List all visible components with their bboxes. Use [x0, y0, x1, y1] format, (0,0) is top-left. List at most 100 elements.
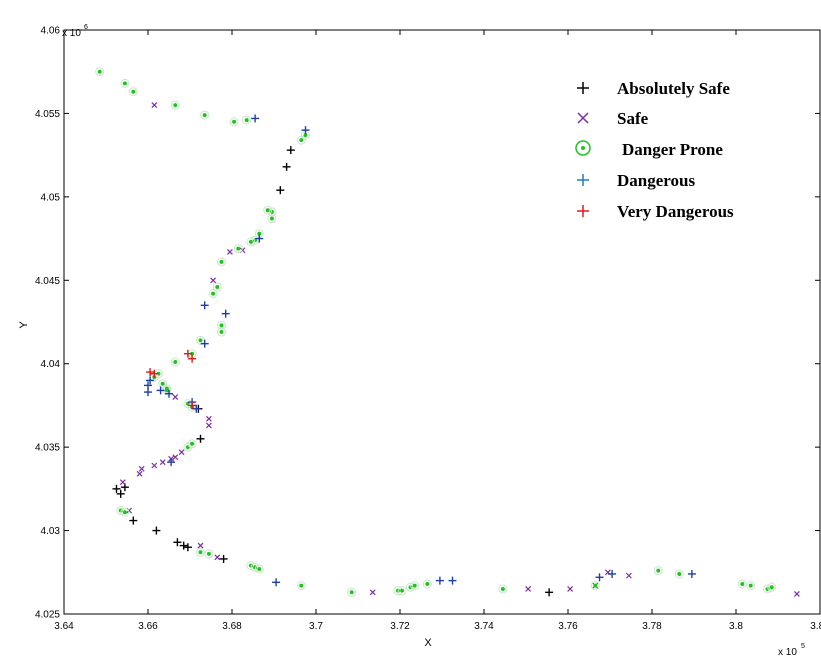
data-point-very-dangerous	[150, 369, 159, 378]
data-point-safe	[172, 394, 179, 401]
y-tick-label: 4.03	[41, 526, 61, 537]
data-point-absolutely-safe	[276, 186, 285, 195]
data-point-safe	[159, 459, 166, 466]
legend-marker-absolutely-safe	[577, 82, 589, 94]
data-point-safe	[205, 415, 212, 422]
x-tick-label: 3.68	[222, 621, 242, 632]
series-absolutely-safe	[112, 146, 554, 597]
data-point-absolutely-safe	[196, 434, 205, 443]
y-tick-label: 4.05	[41, 192, 61, 203]
data-point-danger-prone	[200, 110, 210, 120]
data-point-danger-prone	[737, 579, 747, 589]
data-point-dangerous	[144, 381, 152, 390]
data-point-danger-prone	[229, 117, 239, 127]
x-tick-7: 3.78	[642, 30, 662, 632]
data-point-safe	[205, 422, 212, 429]
legend-marker-danger-prone	[575, 140, 591, 156]
data-point-danger-prone	[217, 320, 226, 330]
y-tick-3: 4.04	[41, 359, 820, 370]
data-point-dangerous	[144, 388, 152, 397]
data-point-danger-prone	[120, 78, 130, 88]
legend-marker-very-dangerous	[577, 205, 589, 217]
data-point-danger-prone	[746, 581, 756, 591]
data-point-danger-prone	[254, 564, 264, 574]
data-point-dangerous	[167, 458, 176, 467]
data-point-safe	[214, 554, 221, 561]
x-tick-label: 3.7	[309, 621, 323, 632]
data-point-danger-prone	[422, 579, 432, 589]
data-point-safe	[369, 589, 376, 596]
data-point-safe	[197, 542, 204, 549]
data-point-dangerous	[221, 309, 230, 318]
data-point-danger-prone	[674, 569, 684, 579]
y-tick-label: 4.06	[41, 26, 61, 37]
x-tick-6: 3.76	[558, 30, 578, 632]
x-tick-2: 3.68	[222, 30, 242, 632]
data-point-danger-prone	[217, 257, 226, 267]
data-point-danger-prone	[296, 581, 306, 591]
data-point-safe	[567, 586, 574, 592]
data-point-dangerous	[251, 114, 260, 123]
x-tick-0: 3.64	[54, 30, 74, 632]
data-point-safe	[151, 462, 158, 469]
series-danger-prone	[95, 67, 777, 597]
y-exponent-label: x 10	[62, 28, 81, 39]
data-point-very-dangerous	[188, 354, 197, 363]
data-point-absolutely-safe	[286, 146, 295, 155]
x-exponent: 5	[801, 643, 805, 650]
data-point-dangerous	[200, 339, 209, 348]
data-point-safe	[793, 591, 800, 597]
data-point-dangerous	[687, 569, 696, 578]
legend-label-danger-prone: Danger Prone	[622, 140, 723, 159]
data-point-absolutely-safe	[129, 516, 138, 525]
x-tick-8: 3.8	[729, 30, 743, 632]
x-tick-label: 3.76	[558, 621, 578, 632]
data-point-safe	[119, 479, 126, 486]
y-exponent: 6	[84, 24, 88, 31]
data-point-absolutely-safe	[179, 541, 188, 550]
y-tick-label: 4.04	[41, 359, 61, 370]
legend-item-very-dangerous: Very Dangerous	[577, 202, 734, 221]
data-point-safe	[226, 248, 233, 255]
data-point-safe	[151, 102, 158, 109]
data-point-danger-prone	[347, 587, 357, 597]
legend-marker-safe	[577, 112, 589, 124]
data-point-dangerous	[146, 376, 155, 385]
y-tick-label: 4.035	[35, 443, 60, 454]
data-point-dangerous	[595, 573, 604, 582]
legend-marker-dangerous	[577, 174, 589, 186]
data-point-danger-prone	[590, 581, 600, 591]
data-point-danger-prone	[267, 214, 277, 224]
legend-label-very-dangerous: Very Dangerous	[617, 202, 734, 221]
data-point-safe	[172, 454, 179, 461]
data-point-danger-prone	[397, 586, 407, 596]
y-tick-2: 4.035	[35, 443, 820, 454]
y-tick-label: 4.045	[35, 276, 60, 287]
y-tick-0: 4.025	[35, 610, 820, 621]
data-point-dangerous	[165, 389, 173, 398]
data-point-dangerous	[156, 386, 165, 395]
legend-item-absolutely-safe: Absolutely Safe	[577, 79, 730, 98]
y-tick-7: 4.06	[41, 26, 820, 37]
data-point-absolutely-safe	[282, 162, 291, 171]
data-point-absolutely-safe	[173, 538, 182, 547]
y-tick-5: 4.05	[41, 192, 820, 203]
x-axis-ticks: 3.64 3.66 3.68 3.7 3.72 3.74 3.76 3.78 3.8 3.82	[54, 30, 821, 632]
legend-label-absolutely-safe: Absolutely Safe	[617, 79, 730, 98]
data-point-danger-prone	[204, 549, 214, 559]
x-tick-3: 3.7	[309, 30, 323, 632]
data-point-danger-prone	[170, 357, 180, 367]
x-tick-label: 3.82	[810, 621, 821, 632]
data-point-danger-prone	[128, 87, 138, 97]
data-point-dangerous	[448, 576, 457, 585]
data-point-danger-prone	[196, 547, 205, 557]
x-tick-label: 3.74	[474, 621, 494, 632]
y-tick-4: 4.045	[35, 276, 820, 287]
data-point-absolutely-safe	[152, 526, 161, 535]
data-points	[95, 67, 800, 597]
data-point-very-dangerous	[146, 368, 155, 377]
legend-item-danger-prone: Danger Prone	[575, 140, 723, 159]
data-point-danger-prone	[263, 205, 273, 215]
data-point-dangerous	[301, 126, 310, 135]
y-tick-label: 4.055	[35, 109, 60, 120]
